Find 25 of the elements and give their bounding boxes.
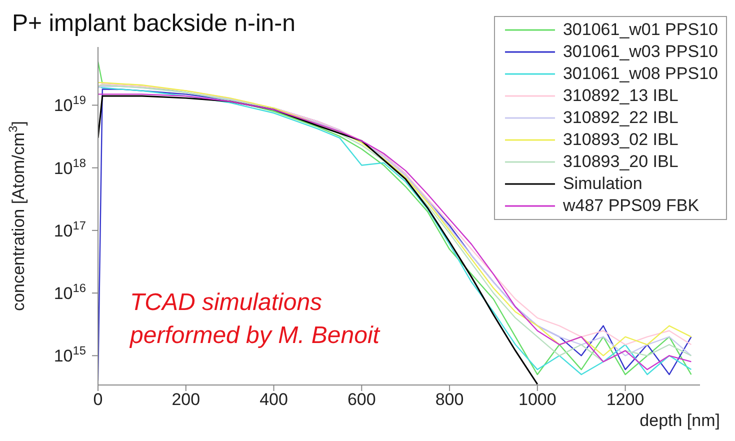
legend-label: 310893_02 IBL bbox=[562, 130, 678, 150]
x-axis-title: depth [nm] bbox=[640, 411, 720, 430]
legend-label: 301061_w01 PPS10 bbox=[562, 20, 718, 40]
legend-label: Simulation bbox=[562, 174, 642, 194]
x-tick-label: 1200 bbox=[606, 390, 644, 410]
legend-label: 301061_w03 PPS10 bbox=[562, 42, 718, 62]
x-tick-label: 600 bbox=[347, 390, 376, 410]
legend-label: 310892_13 IBL bbox=[562, 86, 678, 106]
x-tick-label: 200 bbox=[172, 390, 200, 410]
legend-label: 301061_w08 PPS10 bbox=[562, 64, 718, 84]
line-series bbox=[98, 95, 538, 385]
x-tick-label: 400 bbox=[260, 390, 288, 410]
legend-label: w487 PPS09 FBK bbox=[562, 196, 700, 216]
y-tick-label: 10$^{16}$ bbox=[54, 281, 86, 304]
y-tick-label: 10$^{19}$ bbox=[54, 93, 86, 116]
x-tick-label: 800 bbox=[435, 390, 464, 410]
annotation: TCAD simulations performed by M. Benoit bbox=[130, 288, 382, 351]
legend-label: 310892_22 IBL bbox=[562, 108, 678, 128]
y-tick-label: 10$^{17}$ bbox=[54, 218, 86, 240]
chart-title: P+ implant backside n-in-n bbox=[12, 10, 296, 38]
legend-label: 310893_20 IBL bbox=[562, 152, 678, 172]
x-tick-label: 1000 bbox=[518, 390, 556, 410]
x-tick-label: 0 bbox=[93, 390, 103, 410]
y-tick-label: 10$^{15}$ bbox=[54, 344, 86, 366]
y-tick-label: 10$^{18}$ bbox=[54, 156, 86, 178]
